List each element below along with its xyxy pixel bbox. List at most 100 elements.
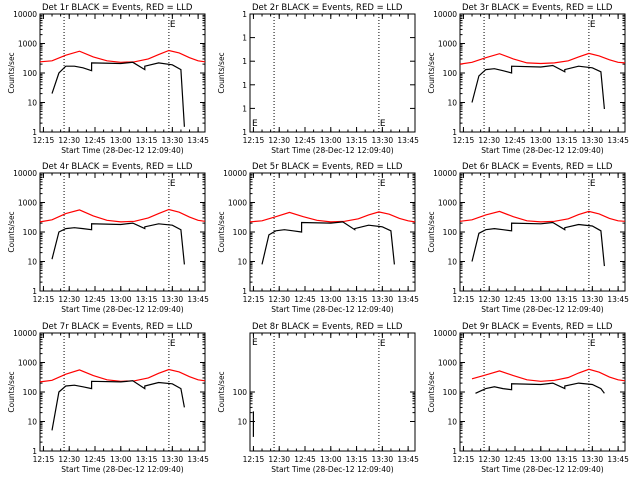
x-tick-label: 13:15 xyxy=(346,455,368,464)
y-tick-label: 10 xyxy=(447,418,457,427)
y-tick-label: 10 xyxy=(447,258,457,267)
y-tick-label: 1 xyxy=(452,128,457,137)
y-tick-label: 100 xyxy=(233,388,248,397)
x-tick-label: 12:30 xyxy=(268,455,290,464)
panel-3: Det 3r BLACK = Events, RED = LLD 1 10 100 10… xyxy=(427,3,629,155)
x-tick-label: 13:00 xyxy=(110,136,132,145)
panel-title: Det 4r BLACK = Events, RED = LLD xyxy=(42,162,193,172)
x-tick-label: 12:30 xyxy=(478,455,500,464)
y-tick-label: 1 xyxy=(242,34,247,43)
y-tick-label: 1 xyxy=(242,128,247,137)
x-tick-label: 12:45 xyxy=(84,295,106,304)
x-tick-label: 13:45 xyxy=(187,455,209,464)
y-tick-label: 10 xyxy=(237,418,247,427)
panel-5: Det 5r BLACK = Events, RED = LLD 1 10 100 10… xyxy=(217,162,419,314)
x-axis-label: Start Time (28-Dec-12 12:09:40) xyxy=(61,465,183,474)
x-axis-label: Start Time (28-Dec-12 12:09:40) xyxy=(481,465,603,474)
x-tick-label: 13:30 xyxy=(162,136,184,145)
lld-series-line xyxy=(459,210,626,223)
y-tick-label: 10 xyxy=(237,258,247,267)
y-tick-label: 100 xyxy=(443,388,458,397)
x-tick-label: 12:30 xyxy=(58,455,80,464)
y-tick-label: 1000 xyxy=(228,199,247,208)
y-axis-label: Counts/sec xyxy=(7,52,16,93)
y-tick-label: 100 xyxy=(443,228,458,237)
y-tick-label: 1000 xyxy=(18,199,37,208)
y-axis-label: Counts/sec xyxy=(427,52,436,93)
x-tick-label: 13:45 xyxy=(397,136,419,145)
x-tick-label: 13:30 xyxy=(582,455,604,464)
y-tick-label: 100 xyxy=(443,69,458,78)
y-tick-label: 1 xyxy=(242,81,247,90)
x-tick-label: 13:00 xyxy=(320,136,342,145)
x-tick-label: 12:15 xyxy=(33,136,55,145)
end-marker: E xyxy=(170,20,176,30)
x-tick-label: 13:15 xyxy=(136,136,158,145)
x-tick-label: 12:30 xyxy=(478,136,500,145)
y-tick-label: 1 xyxy=(452,287,457,296)
lld-series-line xyxy=(459,52,626,65)
y-axis-label: Counts/sec xyxy=(217,371,226,412)
plot-frame xyxy=(459,332,626,452)
x-tick-label: 13:15 xyxy=(136,455,158,464)
x-tick-label: 13:00 xyxy=(320,455,342,464)
y-axis-label: Counts/sec xyxy=(7,211,16,252)
start-marker: E xyxy=(252,119,258,129)
x-tick-label: 13:00 xyxy=(530,455,552,464)
y-tick-label: 1000 xyxy=(438,199,457,208)
x-axis-label: Start Time (28-Dec-12 12:09:40) xyxy=(61,305,183,314)
x-tick-label: 12:45 xyxy=(294,295,316,304)
x-tick-label: 13:45 xyxy=(187,136,209,145)
x-tick-label: 13:00 xyxy=(110,455,132,464)
x-axis-label: Start Time (28-Dec-12 12:09:40) xyxy=(271,305,393,314)
y-tick-label: 10000 xyxy=(433,169,457,178)
end-marker: E xyxy=(590,339,596,349)
panel-title: Det 6r BLACK = Events, RED = LLD xyxy=(462,162,613,172)
panel-2: Det 2r BLACK = Events, RED = LLD 1 1 1 1 1 1 Co… xyxy=(217,3,419,155)
y-tick-label: 1 xyxy=(242,57,247,66)
y-tick-label: 10 xyxy=(27,99,37,108)
y-tick-label: 10000 xyxy=(13,10,37,19)
panel-7: Det 7r BLACK = Events, RED = LLD 1 10 100 10… xyxy=(7,322,209,474)
x-tick-label: 13:15 xyxy=(346,136,368,145)
x-tick-label: 12:30 xyxy=(268,136,290,145)
x-tick-label: 13:45 xyxy=(607,136,629,145)
end-marker: E xyxy=(380,339,386,349)
y-axis-label: Counts/sec xyxy=(427,211,436,252)
y-tick-label: 10000 xyxy=(433,329,457,338)
x-tick-label: 12:15 xyxy=(33,295,55,304)
x-tick-label: 13:30 xyxy=(582,136,604,145)
y-tick-label: 10 xyxy=(27,258,37,267)
lld-series-line xyxy=(39,208,206,223)
panel-8: Det 8r BLACK = Events, RED = LLD 10 100 Cou… xyxy=(217,322,419,474)
x-axis-label: Start Time (28-Dec-12 12:09:40) xyxy=(61,146,183,155)
x-tick-label: 12:15 xyxy=(453,136,475,145)
x-axis-label: Start Time (28-Dec-12 12:09:40) xyxy=(481,146,603,155)
y-tick-label: 10000 xyxy=(223,169,247,178)
x-tick-label: 13:45 xyxy=(397,455,419,464)
plot-frame xyxy=(249,332,416,452)
y-tick-label: 100 xyxy=(23,228,38,237)
y-tick-label: 100 xyxy=(23,388,38,397)
events-series-line xyxy=(475,382,605,394)
x-tick-label: 12:45 xyxy=(294,136,316,145)
x-tick-label: 12:15 xyxy=(33,455,55,464)
y-axis-label: Counts/sec xyxy=(7,371,16,412)
y-tick-label: 1 xyxy=(32,447,37,456)
y-tick-label: 10000 xyxy=(433,10,457,19)
plot-frame xyxy=(459,13,626,133)
panel-title: Det 7r BLACK = Events, RED = LLD xyxy=(42,322,193,332)
y-tick-label: 1 xyxy=(452,447,457,456)
lld-series-line xyxy=(249,211,416,223)
x-tick-label: 12:15 xyxy=(453,295,475,304)
y-tick-label: 1 xyxy=(32,287,37,296)
x-tick-label: 12:15 xyxy=(453,455,475,464)
end-marker: E xyxy=(590,20,596,30)
lld-series-line xyxy=(471,368,626,382)
x-tick-label: 13:00 xyxy=(320,295,342,304)
y-tick-label: 1000 xyxy=(438,359,457,368)
end-marker: E xyxy=(380,179,386,189)
events-series-line xyxy=(51,222,185,265)
x-tick-label: 13:00 xyxy=(110,295,132,304)
